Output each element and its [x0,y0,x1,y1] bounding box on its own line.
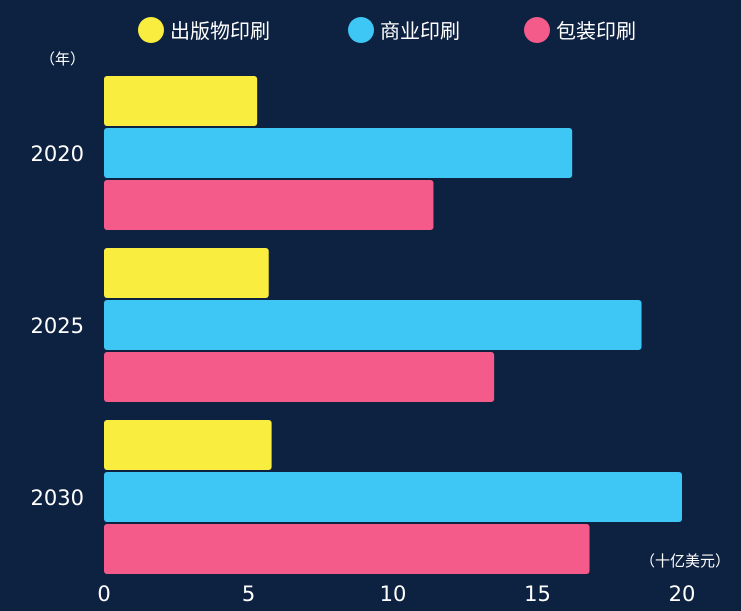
bar-2025-2 [104,300,642,350]
y-tick-label-2020: 2020 [31,142,84,166]
bar-2030-1 [104,420,272,470]
x-tick-label-5: 5 [242,582,255,606]
bar-2025-1 [104,248,269,298]
x-tick-label-0: 0 [97,582,110,606]
legend-label-commercial: 商业印刷 [380,19,460,43]
legend-label-packaging: 包装印刷 [556,19,636,43]
legend-swatch-commercial [348,16,374,43]
y-tick-label-2030: 2030 [31,486,84,510]
legend-item-packaging: 包装印刷 [524,15,636,44]
legend-swatch-packaging [524,16,550,43]
legend-item-commercial: 商业印刷 [348,15,460,44]
legend-label-publication: 出版物印刷 [170,19,270,43]
legend-item-publication: 出版物印刷 [138,15,270,44]
x-tick-label-15: 15 [524,582,551,606]
bar-2020-2 [104,128,573,178]
x-tick-label-20: 20 [669,582,696,606]
bar-2030-2 [104,472,682,522]
bar-2020-3 [104,180,434,230]
x-tick-label-10: 10 [380,582,407,606]
bar-2030-3 [104,524,590,574]
x-axis-unit: （十亿美元） [640,552,731,570]
legend: 出版物印刷 商业印刷 包装印刷 [0,15,741,47]
y-tick-label-2025: 2025 [31,314,84,338]
legend-swatch-publication [138,16,164,43]
bar-2020-1 [104,76,258,126]
y-axis-unit: （年） [40,50,86,68]
bar-2025-3 [104,352,495,402]
